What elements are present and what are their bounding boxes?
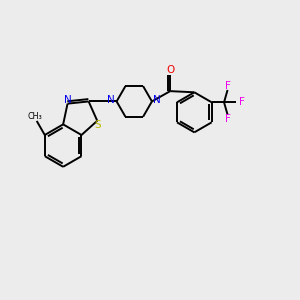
Text: F: F	[239, 97, 244, 107]
Text: N: N	[64, 95, 71, 105]
Text: F: F	[225, 80, 230, 91]
Text: CH₃: CH₃	[28, 112, 43, 121]
Text: N: N	[153, 95, 161, 105]
Text: N: N	[107, 95, 115, 105]
Text: S: S	[94, 120, 101, 130]
Text: O: O	[166, 64, 174, 75]
Text: F: F	[225, 114, 230, 124]
